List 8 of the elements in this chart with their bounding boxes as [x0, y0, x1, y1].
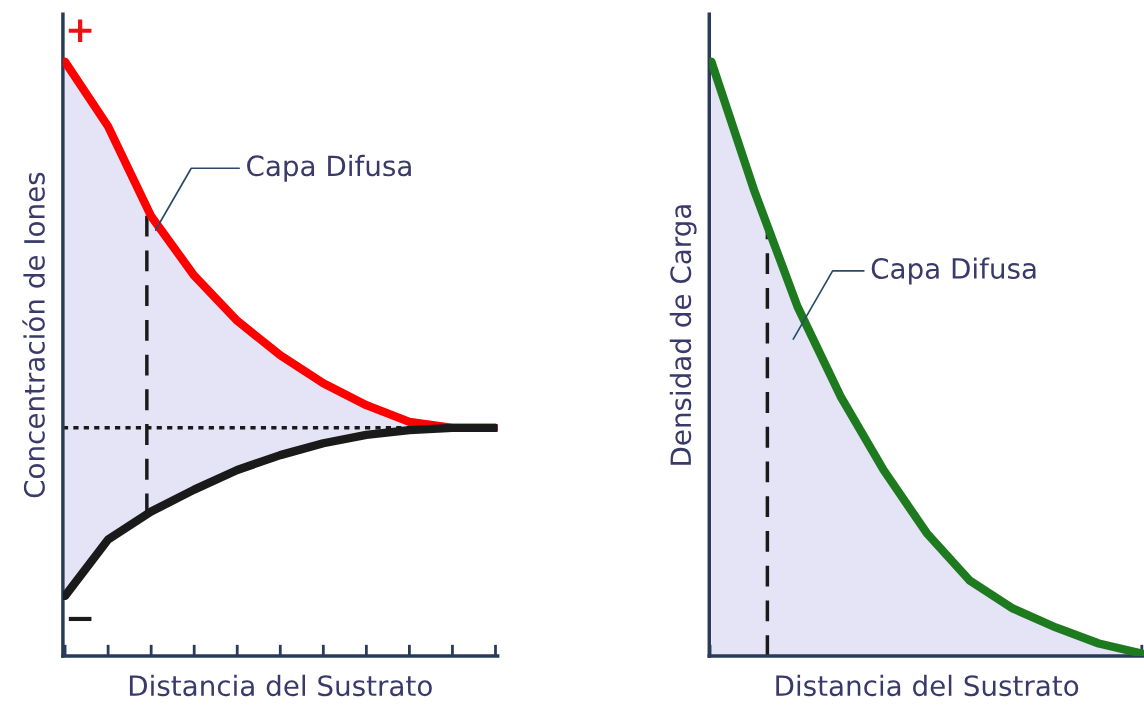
y-axis-title: Concentración de Iones — [22, 172, 45, 498]
text: + — [68, 19, 92, 43]
x-axis-title: Distancia del Sustrato — [129, 674, 432, 697]
y-axis-title: Densidad de Carga — [669, 205, 697, 465]
annotation: Capa Difusa — [247, 154, 411, 182]
annotation: Capa Difusa — [871, 257, 1036, 285]
annotation: − — [68, 616, 92, 622]
x-axis-title: Distancia del Sustrato — [776, 674, 1079, 697]
